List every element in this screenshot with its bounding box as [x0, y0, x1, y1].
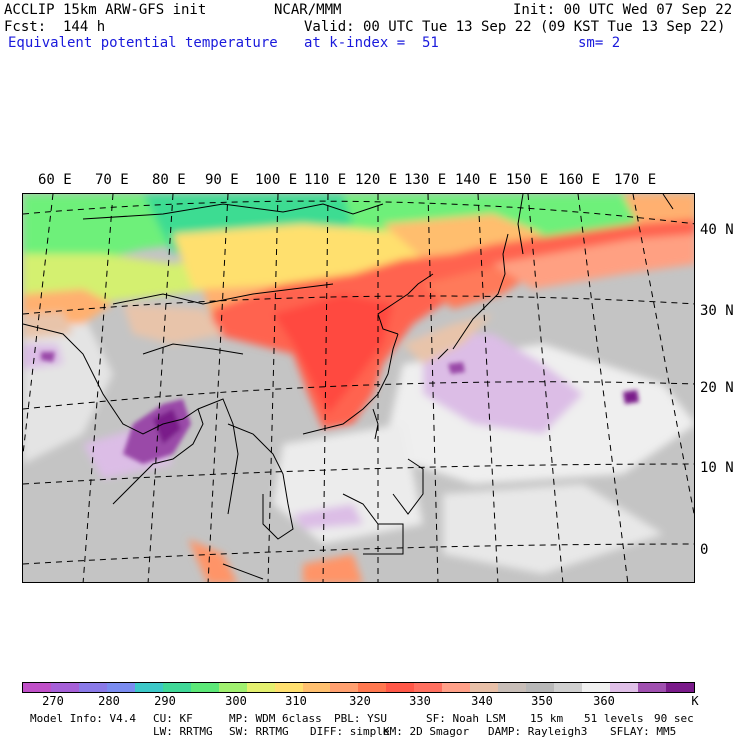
colorbar-swatch [665, 683, 694, 692]
km-scheme: KM: 2D Smagor [383, 725, 470, 738]
colorbar-tick: 330 [409, 694, 431, 708]
lon-label: 60 E [38, 172, 72, 188]
theta-e-field [23, 194, 694, 582]
lw-scheme: LW: RRTMG [153, 725, 213, 738]
smoothing: sm= 2 [578, 35, 621, 51]
mp-scheme: MP: WDM 6class [229, 712, 322, 725]
lon-label: 150 E [506, 172, 549, 188]
colorbar-swatch [246, 683, 275, 692]
lon-label: 130 E [404, 172, 447, 188]
colorbar-swatch [358, 683, 387, 692]
graticule [23, 194, 694, 582]
lon-label: 70 E [95, 172, 129, 188]
colorbar-unit: K [691, 694, 699, 708]
pbl-scheme: PBL: YSU [334, 712, 387, 725]
colorbar-swatch [526, 683, 555, 692]
lon-label: 90 E [205, 172, 239, 188]
cu-scheme: CU: KF [153, 712, 193, 725]
lat-label: 30 N [700, 303, 734, 319]
levels: 51 levels [584, 712, 644, 725]
colorbar-swatch [274, 683, 303, 692]
k-index: at k-index = 51 [304, 35, 439, 51]
lon-label: 140 E [455, 172, 498, 188]
map-canvas [23, 194, 694, 582]
colorbar-swatch [610, 683, 638, 692]
sw-scheme: SW: RRTMG [229, 725, 289, 738]
model-version: Model Info: V4.4 [30, 712, 136, 725]
lat-label: 10 N [700, 460, 734, 476]
coastlines [23, 194, 674, 580]
colorbar-tick: 350 [531, 694, 553, 708]
colorbar-tick: 360 [593, 694, 615, 708]
resolution: 15 km [530, 712, 564, 725]
theta-e-maxima [41, 352, 639, 464]
colorbar-tick: 320 [349, 694, 371, 708]
colorbar-swatch [442, 683, 471, 692]
lon-label: 170 E [614, 172, 657, 188]
colorbar-swatch [302, 683, 331, 692]
colorbar-swatch [330, 683, 359, 692]
init-time: Init: 00 UTC Wed 07 Sep 22 [513, 2, 733, 18]
colorbar-swatch [414, 683, 443, 692]
colorbar-tick: 300 [225, 694, 247, 708]
damp-scheme: DAMP: Rayleigh3 [488, 725, 588, 738]
sf-scheme: SF: Noah LSM [426, 712, 506, 725]
colorbar-swatch [498, 683, 527, 692]
colorbar-swatch [23, 683, 51, 692]
org-label: NCAR/MMM [274, 2, 342, 18]
lat-label: 20 N [700, 380, 734, 396]
colorbar-swatch [554, 683, 583, 692]
valid-time: Valid: 00 UTC Tue 13 Sep 22 (09 KST Tue … [304, 19, 726, 35]
colorbar-swatch [582, 683, 611, 692]
colorbar-swatch [218, 683, 247, 692]
colorbar-swatch [637, 683, 666, 692]
theta-e-map [22, 193, 695, 583]
lon-label: 100 E [255, 172, 298, 188]
colorbar-swatch [78, 683, 107, 692]
model-title: ACCLIP 15km ARW-GFS init [4, 2, 207, 18]
colorbar-tick: 290 [154, 694, 176, 708]
field-name: Equivalent potential temperature [8, 35, 278, 51]
lon-label: 80 E [152, 172, 186, 188]
sflay-scheme: SFLAY: MM5 [610, 725, 677, 738]
colorbar-swatch [190, 683, 219, 692]
lon-label: 120 E [355, 172, 398, 188]
lon-label: 110 E [304, 172, 347, 188]
forecast-hour: Fcst: 144 h [4, 19, 106, 35]
lat-label: 40 N [700, 222, 734, 238]
colorbar [22, 682, 695, 693]
colorbar-swatch [50, 683, 79, 692]
colorbar-tick: 280 [98, 694, 120, 708]
colorbar-swatch [106, 683, 135, 692]
timestep: 90 sec [654, 712, 694, 725]
colorbar-tick: 310 [285, 694, 307, 708]
lon-label: 160 E [558, 172, 601, 188]
colorbar-swatch [162, 683, 191, 692]
colorbar-swatch [470, 683, 499, 692]
colorbar-tick: 270 [42, 694, 64, 708]
lat-label: 0 [700, 542, 709, 558]
colorbar-swatch [386, 683, 415, 692]
colorbar-swatch [134, 683, 163, 692]
diff-scheme: DIFF: simple [310, 725, 390, 738]
colorbar-tick: 340 [471, 694, 493, 708]
